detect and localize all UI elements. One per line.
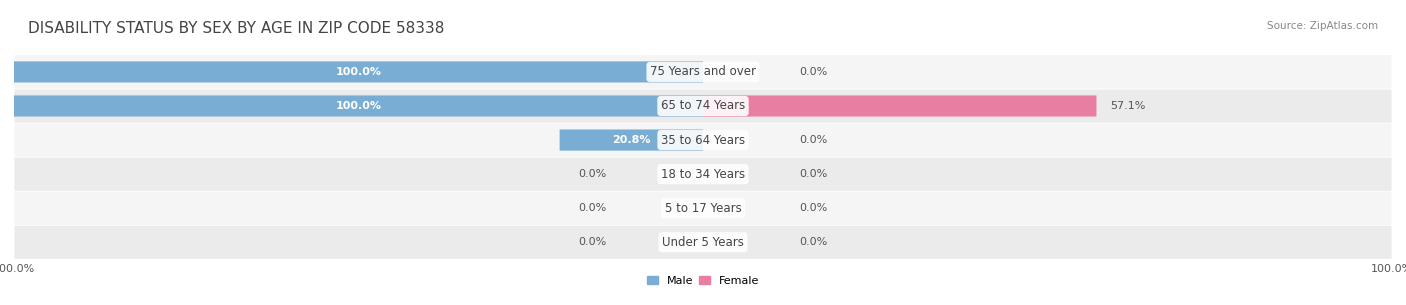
Text: 100.0%: 100.0% [336, 67, 381, 77]
Text: 0.0%: 0.0% [800, 67, 828, 77]
FancyBboxPatch shape [14, 61, 703, 82]
FancyBboxPatch shape [14, 89, 1392, 123]
FancyBboxPatch shape [14, 95, 703, 117]
Text: Under 5 Years: Under 5 Years [662, 236, 744, 249]
Text: 75 Years and over: 75 Years and over [650, 66, 756, 78]
Text: 5 to 17 Years: 5 to 17 Years [665, 202, 741, 215]
Text: 0.0%: 0.0% [800, 203, 828, 213]
FancyBboxPatch shape [14, 157, 1392, 191]
Text: 0.0%: 0.0% [578, 203, 606, 213]
FancyBboxPatch shape [14, 225, 1392, 259]
Text: DISABILITY STATUS BY SEX BY AGE IN ZIP CODE 58338: DISABILITY STATUS BY SEX BY AGE IN ZIP C… [28, 21, 444, 36]
Text: 0.0%: 0.0% [578, 237, 606, 247]
Text: 57.1%: 57.1% [1111, 101, 1146, 111]
FancyBboxPatch shape [14, 191, 1392, 225]
FancyBboxPatch shape [703, 95, 1097, 117]
Text: 65 to 74 Years: 65 to 74 Years [661, 99, 745, 113]
FancyBboxPatch shape [14, 55, 1392, 89]
Text: 100.0%: 100.0% [336, 101, 381, 111]
Text: 20.8%: 20.8% [612, 135, 651, 145]
Text: 0.0%: 0.0% [578, 169, 606, 179]
Text: 0.0%: 0.0% [800, 135, 828, 145]
Text: 0.0%: 0.0% [800, 169, 828, 179]
Text: 0.0%: 0.0% [800, 237, 828, 247]
FancyBboxPatch shape [560, 130, 703, 151]
FancyBboxPatch shape [14, 123, 1392, 157]
Legend: Male, Female: Male, Female [643, 271, 763, 290]
Text: 18 to 34 Years: 18 to 34 Years [661, 168, 745, 181]
Text: 35 to 64 Years: 35 to 64 Years [661, 134, 745, 146]
Text: Source: ZipAtlas.com: Source: ZipAtlas.com [1267, 21, 1378, 31]
